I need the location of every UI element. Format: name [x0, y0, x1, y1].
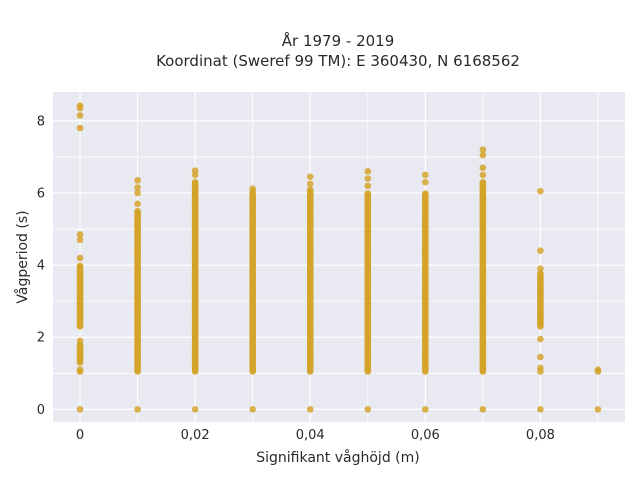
- data-point: [76, 231, 84, 238]
- y-tick-labels: 0 2 4 6 8: [37, 114, 45, 418]
- data-point: [76, 337, 84, 345]
- data-point: [306, 186, 314, 194]
- data-point: [537, 270, 544, 277]
- data-point: [76, 406, 84, 413]
- plot-area: [53, 92, 625, 422]
- data-point: [537, 247, 544, 254]
- data-point: [191, 406, 199, 413]
- data-point: [306, 180, 314, 188]
- data-point: [76, 112, 84, 119]
- x-tick-labels: 0 0,02 0,04 0,06 0,08: [76, 428, 555, 443]
- data-point: [76, 102, 84, 110]
- data-point: [422, 406, 429, 413]
- data-point: [537, 187, 544, 195]
- y-tick-label: 6: [37, 186, 45, 201]
- x-tick-label: 0,02: [181, 428, 210, 443]
- x-tick-label: 0: [76, 428, 84, 443]
- data-point: [134, 177, 141, 184]
- data-points: [76, 102, 602, 413]
- data-point: [134, 207, 141, 215]
- data-point: [76, 262, 84, 270]
- data-point: [306, 406, 314, 413]
- data-point: [134, 406, 141, 413]
- data-point: [364, 175, 372, 182]
- data-point: [76, 124, 84, 132]
- data-point: [76, 236, 84, 244]
- data-point: [76, 366, 84, 374]
- data-point: [76, 254, 84, 262]
- data-point: [134, 200, 141, 208]
- data-point: [537, 335, 544, 343]
- data-point: [364, 168, 372, 175]
- data-point: [422, 171, 429, 179]
- data-point: [479, 171, 487, 179]
- data-point: [422, 178, 429, 186]
- data-point: [364, 406, 372, 413]
- data-point: [537, 265, 544, 273]
- data-point: [249, 185, 256, 192]
- y-tick-label: 4: [37, 259, 45, 274]
- chart-title-line2: Koordinat (Sweref 99 TM): E 360430, N 61…: [156, 52, 520, 70]
- data-point: [306, 173, 314, 181]
- data-point: [594, 406, 602, 413]
- data-point: [191, 178, 199, 186]
- x-tick-label: 0,04: [296, 428, 325, 443]
- y-axis-label: Vågperiod (s): [14, 210, 31, 303]
- data-point: [594, 366, 602, 374]
- data-point: [249, 406, 256, 413]
- data-point: [537, 364, 544, 372]
- data-point: [479, 151, 487, 159]
- data-point: [134, 189, 141, 197]
- data-point: [134, 184, 141, 191]
- data-point: [479, 146, 487, 154]
- y-tick-label: 0: [37, 403, 45, 418]
- data-point: [422, 190, 429, 197]
- data-point: [191, 167, 199, 174]
- data-point: [537, 353, 544, 361]
- y-tick-label: 8: [37, 114, 45, 129]
- chart-title-line1: År 1979 - 2019: [282, 31, 395, 50]
- y-tick-label: 2: [37, 331, 45, 346]
- data-point: [479, 164, 487, 172]
- x-axis-label: Signifikant våghöjd (m): [256, 449, 419, 466]
- data-point: [479, 178, 487, 186]
- data-point: [364, 182, 372, 190]
- x-tick-label: 0,08: [526, 428, 555, 443]
- data-point: [364, 190, 372, 197]
- x-tick-label: 0,06: [411, 428, 440, 443]
- data-point: [479, 406, 487, 413]
- data-point: [537, 406, 544, 413]
